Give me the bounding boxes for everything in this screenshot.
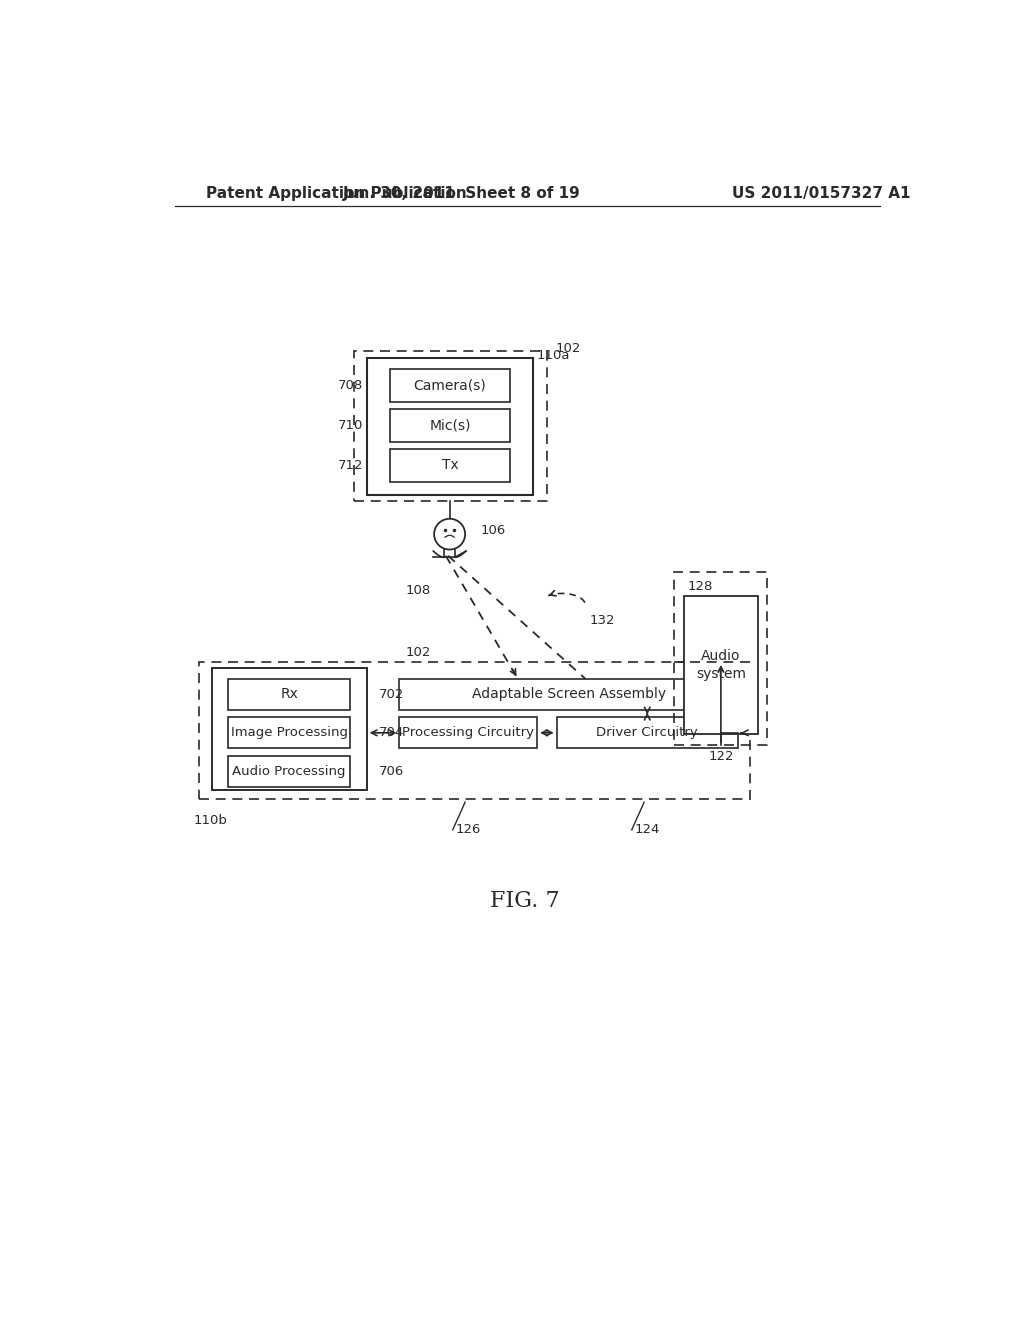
Text: 704: 704 <box>379 726 404 739</box>
Text: Audio: Audio <box>701 649 740 663</box>
Text: 126: 126 <box>456 824 481 837</box>
Text: 706: 706 <box>379 764 404 777</box>
Bar <box>557 718 738 748</box>
Text: 106: 106 <box>480 524 506 537</box>
Bar <box>228 718 350 748</box>
Text: Tx: Tx <box>441 458 459 473</box>
Text: 712: 712 <box>338 459 364 471</box>
Text: Jun. 30, 2011  Sheet 8 of 19: Jun. 30, 2011 Sheet 8 of 19 <box>342 186 581 201</box>
Bar <box>354 351 547 502</box>
Text: Audio Processing: Audio Processing <box>232 764 346 777</box>
Text: 102: 102 <box>556 342 582 355</box>
Text: FIG. 7: FIG. 7 <box>490 891 559 912</box>
Text: 108: 108 <box>406 583 431 597</box>
Bar <box>390 409 510 442</box>
Text: Image Processing: Image Processing <box>230 726 348 739</box>
Text: 708: 708 <box>338 379 364 392</box>
Text: Camera(s): Camera(s) <box>414 378 486 392</box>
Text: 110b: 110b <box>194 814 227 828</box>
Bar <box>367 358 534 495</box>
Text: Rx: Rx <box>281 688 298 701</box>
Text: 128: 128 <box>687 579 713 593</box>
Bar <box>684 595 758 734</box>
Bar <box>390 368 510 401</box>
Text: 124: 124 <box>635 824 659 837</box>
Text: Processing Circuitry: Processing Circuitry <box>402 726 535 739</box>
Text: Adaptable Screen Assembly: Adaptable Screen Assembly <box>471 688 666 701</box>
Bar <box>200 663 750 799</box>
Bar <box>399 678 738 710</box>
Text: 110a: 110a <box>537 348 570 362</box>
Bar <box>399 718 538 748</box>
Bar <box>212 668 367 789</box>
Text: 702: 702 <box>379 688 404 701</box>
Text: Mic(s): Mic(s) <box>429 418 471 432</box>
Text: 132: 132 <box>589 614 614 627</box>
Bar <box>390 449 510 482</box>
Bar <box>228 756 350 787</box>
Text: Driver Circuitry: Driver Circuitry <box>596 726 698 739</box>
Bar <box>228 678 350 710</box>
Text: system: system <box>696 668 745 681</box>
Text: US 2011/0157327 A1: US 2011/0157327 A1 <box>732 186 911 201</box>
Text: 710: 710 <box>338 418 364 432</box>
Bar <box>675 572 767 744</box>
Text: Patent Application Publication: Patent Application Publication <box>206 186 466 201</box>
Text: 102: 102 <box>406 647 431 659</box>
Text: 122: 122 <box>709 750 733 763</box>
